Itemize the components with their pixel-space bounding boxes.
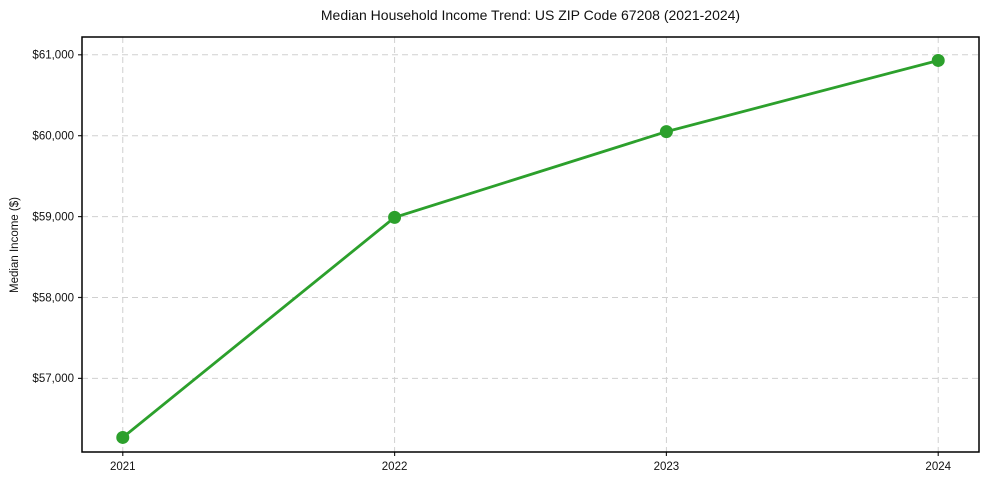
y-tick-label: $59,000 xyxy=(32,211,74,223)
y-tick-label: $60,000 xyxy=(32,130,74,142)
x-tick-label: 2023 xyxy=(654,461,680,473)
tick-labels: $57,000 $58,000 $59,000 $60,000 $61,000 2021 2… xyxy=(32,50,951,473)
y-axis-label: Median Income ($) xyxy=(9,197,21,293)
y-tick-label: $58,000 xyxy=(32,292,74,304)
axis-ticks xyxy=(78,54,939,456)
plot-area: $57,000 $58,000 $59,000 $60,000 $61,000 2021 2… xyxy=(32,36,980,473)
data-point xyxy=(116,430,130,444)
data-point xyxy=(388,210,402,224)
x-tick-label: 2021 xyxy=(110,461,136,473)
chart-title: Median Household Income Trend: US ZIP Co… xyxy=(320,7,741,23)
x-tick-label: 2022 xyxy=(382,461,408,473)
y-tick-label: $57,000 xyxy=(32,373,74,385)
data-point xyxy=(659,125,673,139)
trend-line xyxy=(121,59,940,439)
plot-border xyxy=(81,36,980,453)
data-point xyxy=(931,53,945,67)
y-tick-label: $61,000 xyxy=(32,50,74,62)
x-tick-label: 2024 xyxy=(925,461,951,473)
trend-series xyxy=(116,53,945,444)
gridlines xyxy=(82,37,979,452)
